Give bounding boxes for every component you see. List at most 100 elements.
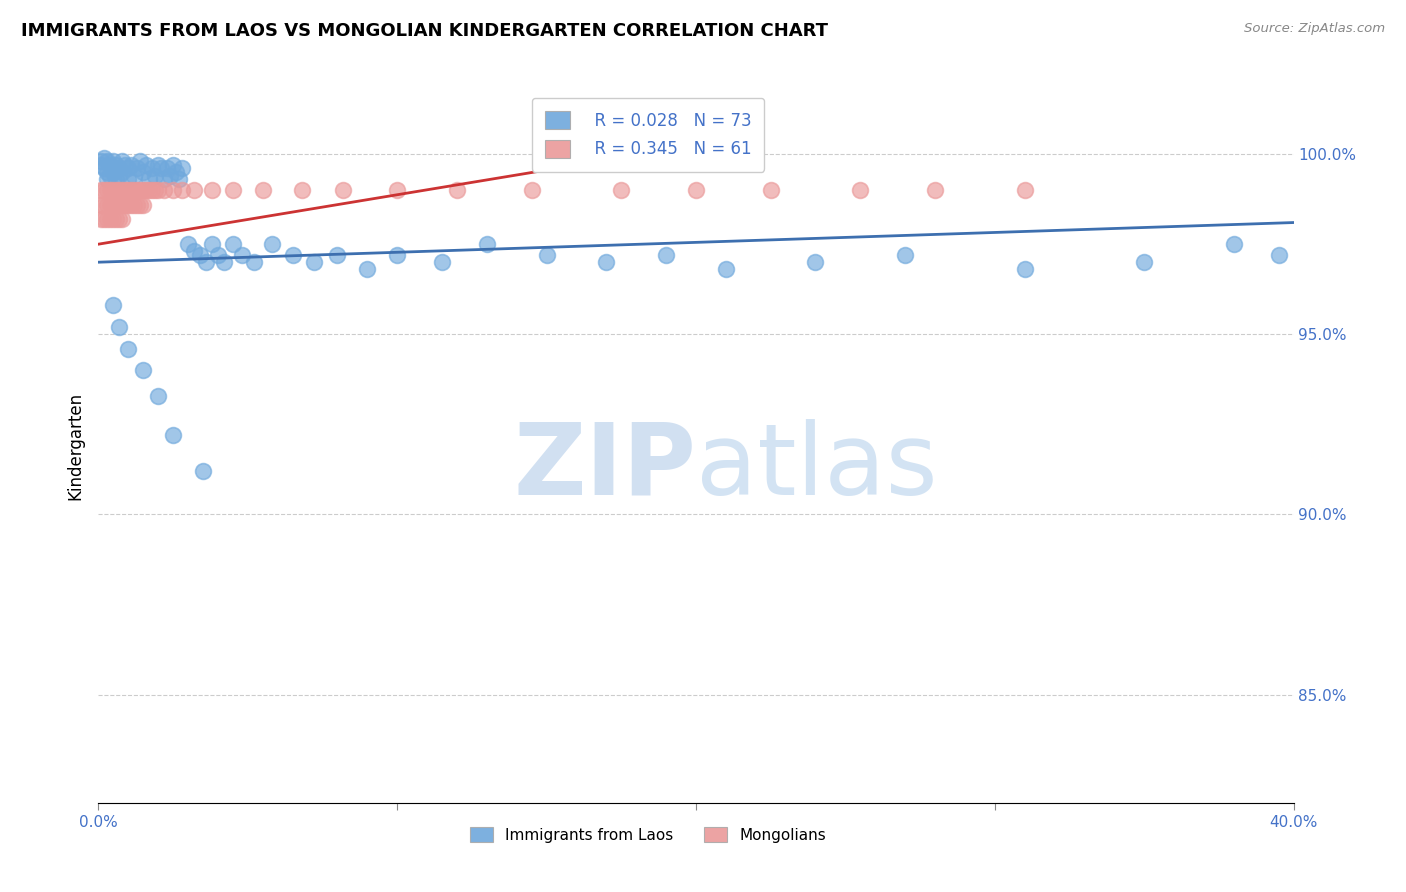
Point	[135, 158, 157, 172]
Point	[93, 211, 115, 226]
Point	[195, 255, 218, 269]
Point	[127, 161, 149, 176]
Point	[804, 255, 827, 269]
Point	[231, 248, 253, 262]
Y-axis label: Kindergarten: Kindergarten	[66, 392, 84, 500]
Point	[153, 172, 176, 186]
Point	[117, 342, 139, 356]
Point	[172, 161, 194, 176]
Point	[162, 183, 184, 197]
Point	[1014, 183, 1036, 197]
Point	[96, 211, 118, 226]
Point	[183, 244, 205, 259]
Point	[93, 183, 115, 197]
Point	[98, 158, 122, 172]
Point	[117, 197, 139, 211]
Point	[114, 158, 136, 172]
Point	[356, 262, 378, 277]
Point	[188, 248, 211, 262]
Point	[127, 197, 149, 211]
Point	[132, 363, 155, 377]
Point	[172, 183, 194, 197]
Point	[143, 169, 166, 183]
Point	[96, 165, 118, 179]
Point	[124, 197, 146, 211]
Point	[260, 237, 283, 252]
Text: ZIP: ZIP	[513, 419, 696, 516]
Point	[96, 183, 118, 197]
Point	[326, 248, 349, 262]
Point	[120, 158, 142, 172]
Point	[108, 161, 131, 176]
Point	[103, 165, 125, 179]
Point	[536, 248, 558, 262]
Point	[148, 388, 170, 402]
Point	[222, 237, 245, 252]
Point	[114, 183, 136, 197]
Point	[90, 158, 112, 172]
Point	[143, 183, 166, 197]
Point	[117, 172, 139, 186]
Point	[167, 172, 190, 186]
Legend: Immigrants from Laos, Mongolians: Immigrants from Laos, Mongolians	[464, 821, 832, 848]
Point	[610, 183, 633, 197]
Point	[153, 183, 176, 197]
Point	[135, 183, 157, 197]
Point	[385, 248, 409, 262]
Text: atlas: atlas	[696, 419, 938, 516]
Point	[90, 197, 112, 211]
Point	[141, 183, 163, 197]
Point	[124, 183, 146, 197]
Point	[127, 183, 149, 197]
Point	[98, 169, 122, 183]
Point	[1133, 255, 1156, 269]
Point	[385, 183, 409, 197]
Point	[103, 183, 125, 197]
Point	[98, 183, 122, 197]
Point	[655, 248, 678, 262]
Point	[105, 172, 128, 186]
Point	[148, 158, 170, 172]
Point	[132, 165, 155, 179]
Point	[111, 211, 134, 226]
Point	[111, 197, 134, 211]
Point	[141, 161, 163, 176]
Point	[446, 183, 468, 197]
Point	[281, 248, 304, 262]
Point	[114, 197, 136, 211]
Point	[96, 172, 118, 186]
Point	[183, 183, 205, 197]
Point	[1014, 262, 1036, 277]
Point	[138, 172, 160, 186]
Point	[90, 211, 112, 226]
Point	[894, 248, 917, 262]
Point	[148, 183, 170, 197]
Point	[105, 197, 128, 211]
Point	[108, 169, 131, 183]
Point	[156, 161, 179, 176]
Point	[98, 211, 122, 226]
Point	[103, 298, 125, 312]
Point	[177, 237, 200, 252]
Point	[108, 211, 131, 226]
Point	[129, 197, 152, 211]
Point	[222, 183, 245, 197]
Point	[129, 183, 152, 197]
Point	[120, 197, 142, 211]
Point	[1267, 248, 1289, 262]
Point	[90, 183, 112, 197]
Point	[103, 197, 125, 211]
Point	[252, 183, 274, 197]
Point	[162, 428, 184, 442]
Point	[105, 211, 128, 226]
Point	[162, 158, 184, 172]
Point	[93, 151, 115, 165]
Point	[132, 183, 155, 197]
Point	[132, 197, 155, 211]
Point	[159, 169, 181, 183]
Point	[201, 237, 224, 252]
Point	[98, 197, 122, 211]
Point	[108, 320, 131, 334]
Point	[475, 237, 498, 252]
Point	[685, 183, 707, 197]
